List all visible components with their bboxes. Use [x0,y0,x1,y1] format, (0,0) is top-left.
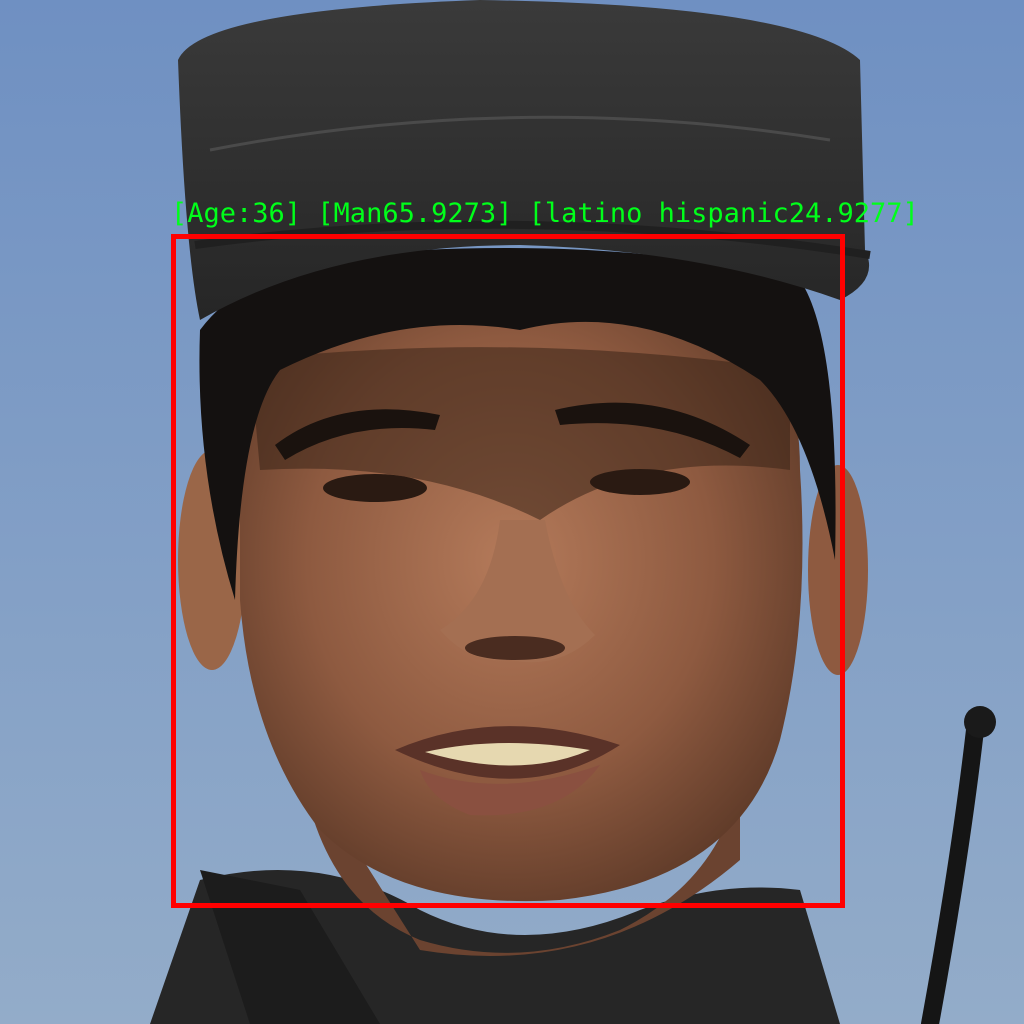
nose [440,520,595,663]
teeth [425,742,590,766]
left-eye [323,474,427,502]
right-ear [808,465,868,675]
hair [199,248,836,600]
right-eyebrow [555,402,750,458]
nostrils [465,636,565,660]
collar [200,870,380,1024]
face-detection-label: [Age:36] [Man65.9273] [latino hispanic24… [171,198,919,229]
lower-lip [420,765,600,816]
face-bounding-box [171,234,845,908]
cap-shadow [250,347,790,520]
left-eyebrow [275,409,440,460]
cap [178,0,870,320]
radio-antenna [921,721,984,1024]
antenna-tip [964,706,996,738]
cap-seam [209,115,831,152]
right-eye [590,469,690,495]
